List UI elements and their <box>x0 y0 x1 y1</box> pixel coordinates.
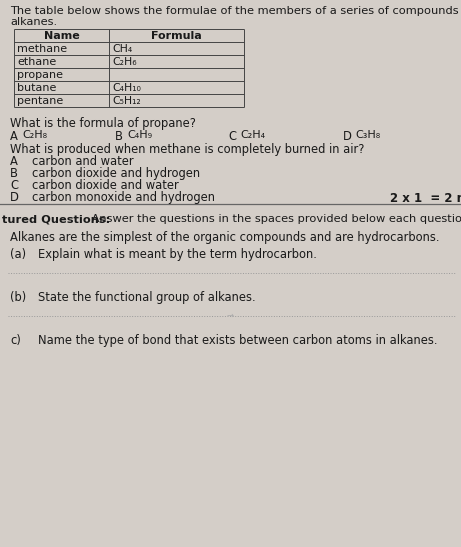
Text: ethane: ethane <box>17 57 56 67</box>
Text: carbon and water: carbon and water <box>32 155 134 168</box>
Text: Answer the questions in the spaces provided below each question.: Answer the questions in the spaces provi… <box>88 214 461 224</box>
Text: Explain what is meant by the term hydrocarbon.: Explain what is meant by the term hydroc… <box>38 248 317 261</box>
Text: D: D <box>10 191 19 204</box>
Text: CH₄: CH₄ <box>112 44 132 54</box>
Text: Name: Name <box>44 31 79 41</box>
Text: C₄H₉: C₄H₉ <box>127 130 152 140</box>
Text: 2 x 1  = 2 m: 2 x 1 = 2 m <box>390 192 461 205</box>
Text: C₃H₈: C₃H₈ <box>355 130 380 140</box>
Text: alkanes.: alkanes. <box>10 17 57 27</box>
Text: →: → <box>226 311 234 320</box>
Text: carbon monoxide and hydrogen: carbon monoxide and hydrogen <box>32 191 215 204</box>
Text: A: A <box>10 155 18 168</box>
Text: C₅H₁₂: C₅H₁₂ <box>112 96 141 106</box>
Text: D: D <box>343 130 352 143</box>
Text: B: B <box>10 167 18 180</box>
Text: c): c) <box>10 334 21 347</box>
Text: tured Questions:: tured Questions: <box>2 214 110 224</box>
Text: C₂H₆: C₂H₆ <box>112 57 136 67</box>
Text: What is produced when methane is completely burned in air?: What is produced when methane is complet… <box>10 143 364 156</box>
Text: Formula: Formula <box>151 31 202 41</box>
Text: C₂H₈: C₂H₈ <box>22 130 47 140</box>
Text: methane: methane <box>17 44 67 54</box>
Text: The table below shows the formulae of the members of a series of compounds calle: The table below shows the formulae of th… <box>10 6 461 16</box>
Text: C₂H₄: C₂H₄ <box>240 130 265 140</box>
Text: (b): (b) <box>10 291 26 304</box>
Text: (a): (a) <box>10 248 26 261</box>
Text: C: C <box>10 179 18 192</box>
Text: B: B <box>115 130 123 143</box>
Text: A: A <box>10 130 18 143</box>
Text: butane: butane <box>17 83 56 93</box>
Text: propane: propane <box>17 70 63 80</box>
Text: C: C <box>228 130 236 143</box>
Text: pentane: pentane <box>17 96 63 106</box>
Text: carbon dioxide and water: carbon dioxide and water <box>32 179 179 192</box>
Text: What is the formula of propane?: What is the formula of propane? <box>10 117 196 130</box>
Text: Alkanes are the simplest of the organic compounds and are hydrocarbons.: Alkanes are the simplest of the organic … <box>10 231 439 244</box>
Text: State the functional group of alkanes.: State the functional group of alkanes. <box>38 291 256 304</box>
Text: carbon dioxide and hydrogen: carbon dioxide and hydrogen <box>32 167 200 180</box>
Text: Name the type of bond that exists between carbon atoms in alkanes.: Name the type of bond that exists betwee… <box>38 334 437 347</box>
Text: C₄H₁₀: C₄H₁₀ <box>112 83 141 93</box>
